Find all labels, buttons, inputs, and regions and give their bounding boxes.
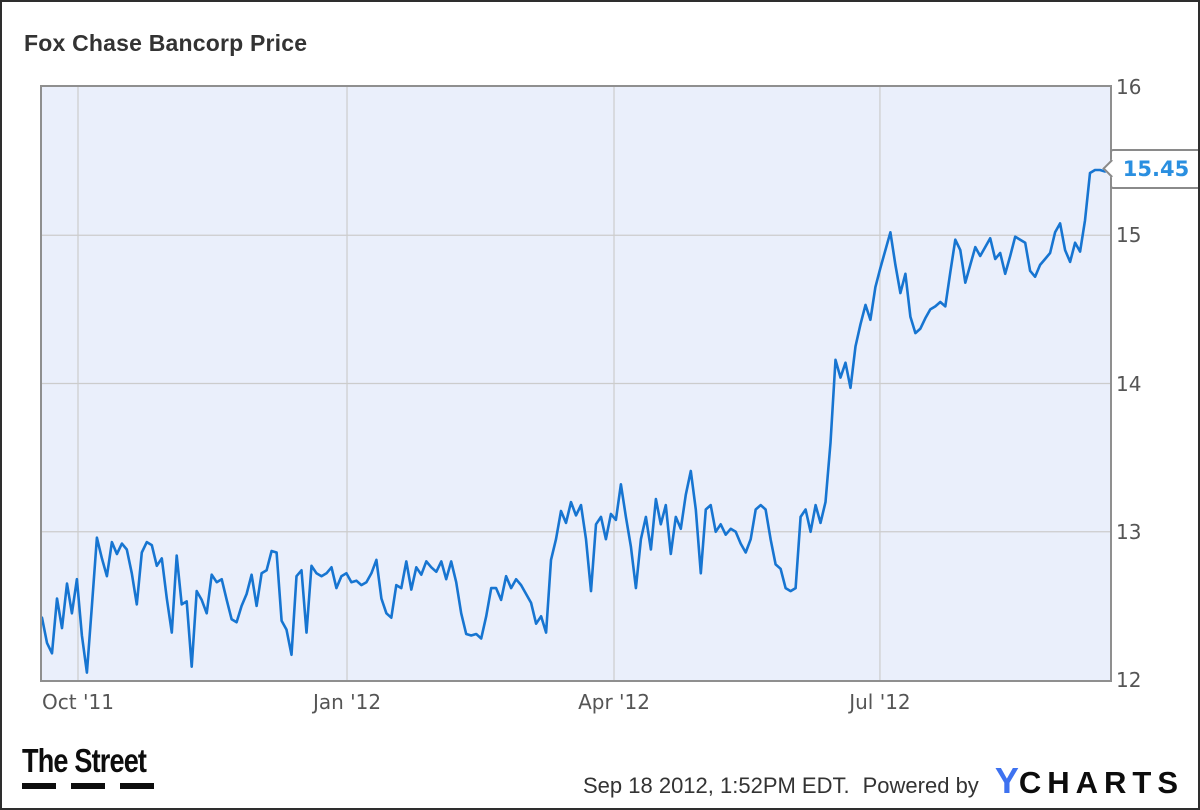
y-axis-label: 12 (1116, 668, 1142, 692)
chart-title: Fox Chase Bancorp Price (24, 30, 308, 56)
ycharts-logo-y: Y (994, 760, 1019, 801)
price-line-chart (42, 87, 1110, 680)
footer-credit: Sep 18 2012, 1:52PM EDT. Powered by YCHA… (583, 760, 1184, 802)
x-axis-label: Jul '12 (849, 690, 911, 714)
y-axis-label: 14 (1116, 371, 1142, 396)
y-axis-label: 15 (1116, 223, 1142, 248)
x-axis-label: Oct '11 (42, 690, 114, 714)
x-axis-label: Jan '12 (312, 690, 382, 714)
thestreet-logo-text: The Street (22, 742, 147, 779)
x-axis-label: Apr '12 (578, 690, 650, 714)
timestamp: Sep 18 2012, 1:52PM EDT. (583, 773, 850, 798)
y-axis-label: 13 (1116, 519, 1142, 544)
y-axis-label: 16 (1116, 75, 1142, 99)
ycharts-logo: YCHARTS (995, 760, 1184, 802)
last-price-callout: 15.45 (1110, 148, 1198, 189)
ycharts-logo-charts: CHARTS (1018, 765, 1184, 800)
powered-by-label: Powered by (862, 773, 979, 798)
thestreet-logo-bars (22, 783, 173, 789)
plot-area (40, 85, 1112, 682)
last-price-value: 15.45 (1122, 156, 1190, 181)
thestreet-logo: The Street (22, 742, 173, 789)
